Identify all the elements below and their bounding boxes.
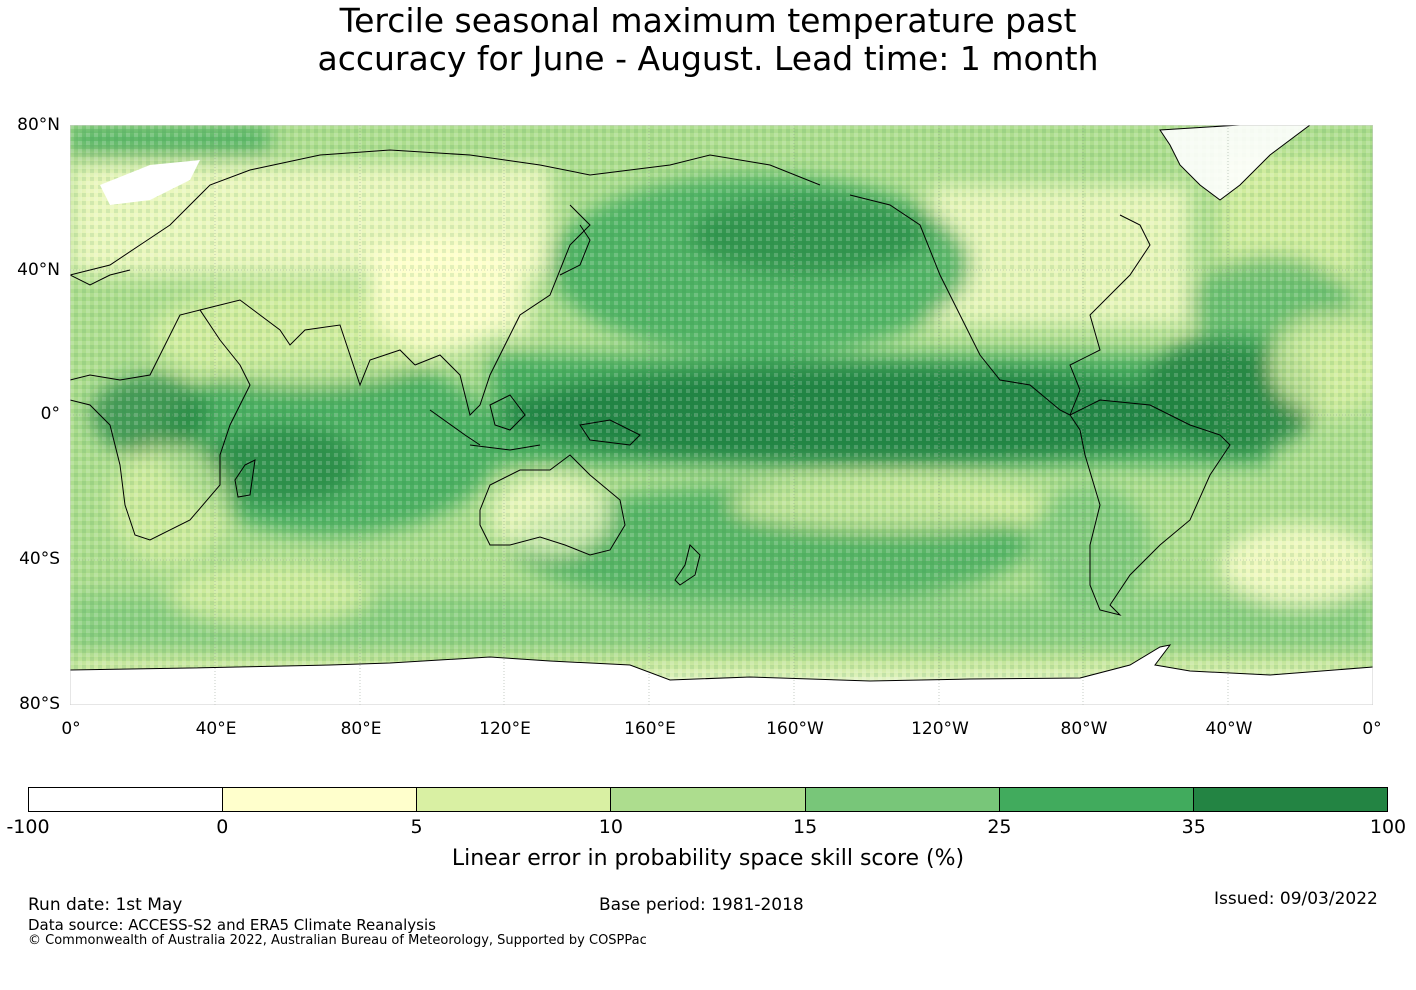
issued-date: Issued: 09/03/2022: [1214, 889, 1378, 909]
colorbar-tick-label: 35: [1181, 816, 1206, 838]
lon-label-0-east: 0°: [1362, 719, 1382, 739]
south-asia-coast: [199, 299, 416, 387]
east-asia-coast: [414, 204, 591, 416]
lon-label-0: 0°: [61, 719, 81, 739]
north-america-east-coast: [1069, 214, 1151, 416]
new-zealand-coast: [674, 544, 701, 586]
colorbar-tick-label: 15: [793, 816, 818, 838]
colorbar-segment-4: [805, 788, 1000, 811]
lon-label-120w: 120°W: [911, 719, 969, 739]
lon-label-160w: 160°W: [766, 719, 824, 739]
colorbar-segment-5: [999, 788, 1194, 811]
lon-label-80w: 80°W: [1060, 719, 1108, 739]
antarctica-coast: [70, 644, 1373, 682]
lon-label-40w: 40°W: [1205, 719, 1253, 739]
data-source: Data source: ACCESS-S2 and ERA5 Climate …: [28, 916, 436, 934]
madagascar-coast: [234, 459, 256, 498]
coastlines: [70, 125, 1373, 682]
lat-label-80s: 80°S: [19, 694, 60, 714]
africa-coast: [70, 309, 251, 541]
colorbar-tick-label: 10: [598, 816, 623, 838]
copyright: © Commonwealth of Australia 2022, Austra…: [28, 933, 647, 948]
skill-score-map: [70, 125, 1373, 705]
title-line-2: accuracy for June - August. Lead time: 1…: [317, 39, 1099, 78]
lon-label-160e: 160°E: [624, 719, 676, 739]
japan-coast: [559, 224, 591, 276]
north-america-west-coast: [849, 194, 1071, 416]
antarctica-region: [70, 645, 1373, 705]
lon-label-120e: 120°E: [479, 719, 531, 739]
graticule: [70, 125, 1373, 705]
sumatra-coast: [429, 409, 481, 446]
colorbar-tick-label: 100: [1369, 816, 1407, 838]
lon-label-80e: 80°E: [340, 719, 382, 739]
europe-coast: [70, 269, 131, 286]
colorbar: [28, 787, 1388, 812]
colorbar-segment-2: [417, 788, 612, 811]
colorbar-tick-label: 0: [216, 816, 229, 838]
colorbar-tick-label: -100: [6, 816, 50, 838]
map-canvas: [70, 125, 1373, 705]
south-america-coast: [1069, 399, 1231, 616]
eurasia-north-coast: [70, 149, 821, 276]
lat-label-40s: 40°S: [19, 549, 60, 569]
greenland-region: [1160, 125, 1310, 200]
run-date: Run date: 1st May: [28, 895, 183, 915]
lat-label-80n: 80°N: [17, 115, 60, 135]
svalbard-region: [100, 160, 200, 205]
colorbar-segment-6: [1193, 788, 1387, 811]
borneo-coast: [489, 394, 526, 431]
lat-label-0: 0°: [40, 404, 60, 424]
colorbar-tick-label: 25: [987, 816, 1012, 838]
new-guinea-coast: [579, 419, 641, 446]
colorbar-tick-label: 5: [410, 816, 423, 838]
chart-title: Tercile seasonal maximum temperature pas…: [0, 2, 1416, 78]
title-line-1: Tercile seasonal maximum temperature pas…: [339, 1, 1077, 40]
greenland-coast: [1159, 125, 1311, 201]
colorbar-segment-3: [611, 788, 806, 811]
lat-label-40n: 40°N: [17, 260, 60, 280]
lon-label-40e: 40°E: [195, 719, 237, 739]
colorbar-label: Linear error in probability space skill …: [451, 846, 965, 871]
java-coast: [469, 444, 541, 451]
base-period: Base period: 1981-2018: [599, 895, 804, 915]
australia-coast: [479, 454, 626, 556]
colorbar-segment-0: [29, 788, 224, 811]
colorbar-segment-1: [223, 788, 418, 811]
